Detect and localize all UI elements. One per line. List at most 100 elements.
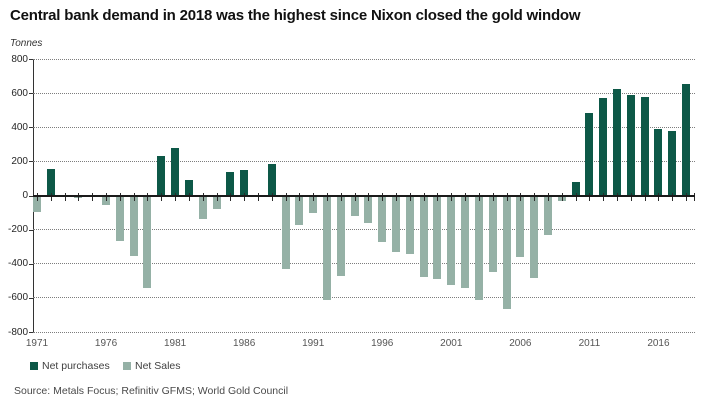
plot-area — [33, 58, 695, 333]
bar-1994-net-sales — [350, 195, 359, 216]
x-tick-1979 — [147, 192, 149, 201]
net-sales-swatch-icon — [123, 362, 131, 370]
zero-axis-line — [33, 194, 695, 197]
net-purchases-swatch-icon — [30, 362, 38, 370]
x-tick-2008 — [547, 192, 549, 201]
x-tick-1982 — [188, 192, 190, 201]
x-tick-1972 — [50, 192, 52, 201]
x-tick-1997 — [396, 192, 398, 201]
x-tick-1981 — [175, 192, 177, 201]
source-note: Source: Metals Focus; Refinitiv GFMS; Wo… — [14, 385, 289, 397]
bar-2010-net-purchases — [571, 181, 580, 196]
y-axis-label-600: 600 — [11, 87, 28, 99]
bar-1990-net-sales — [295, 195, 304, 226]
bar-1971-net-sales — [33, 195, 41, 212]
bar-2013-net-purchases — [613, 88, 622, 196]
x-tick-2004 — [492, 192, 494, 201]
x-tick-1976 — [106, 192, 108, 201]
x-tick-1983 — [202, 192, 204, 201]
x-tick-2006 — [520, 192, 522, 201]
x-tick-2017 — [672, 192, 674, 201]
x-tick-1986 — [244, 192, 246, 201]
chart-title: Central bank demand in 2018 was the high… — [10, 7, 581, 24]
y-axis-label-0: 0 — [22, 190, 28, 201]
x-tick-1974 — [78, 192, 80, 201]
y-axis-label-800: 800 — [11, 53, 28, 65]
x-tick-2015 — [644, 192, 646, 201]
bar-2006-net-sales — [516, 195, 525, 257]
bar-2015-net-purchases — [640, 96, 649, 196]
y-tick--200 — [29, 229, 33, 231]
x-axis-label-2011: 2011 — [578, 338, 601, 349]
bar-2008-net-sales — [543, 195, 552, 236]
x-tick-1999 — [423, 192, 425, 201]
y-tick--800 — [29, 332, 33, 333]
x-axis-label-1976: 1976 — [94, 338, 118, 349]
x-axis-label-1971: 1971 — [25, 338, 49, 349]
x-tick-1978 — [133, 192, 135, 201]
y-axis-label-400: 400 — [11, 121, 28, 133]
y-tick-800 — [29, 59, 33, 60]
gridline--400 — [33, 263, 695, 265]
x-tick-1984 — [216, 192, 218, 201]
bar-1988-net-purchases — [267, 164, 276, 196]
bar-1977-net-sales — [115, 195, 124, 241]
x-tick-1975 — [92, 192, 94, 201]
bar-2016-net-purchases — [654, 128, 663, 196]
bar-1999-net-sales — [419, 195, 428, 277]
bar-1998-net-sales — [405, 195, 414, 255]
bar-2012-net-purchases — [599, 98, 608, 196]
x-tick-2014 — [630, 192, 632, 201]
y-axis-label--600: -600 — [7, 292, 28, 304]
bar-2011-net-purchases — [585, 113, 594, 196]
y-axis-label--400: -400 — [7, 258, 28, 270]
legend-net-sales-label: Net Sales — [135, 360, 181, 372]
bar-2003-net-sales — [474, 195, 483, 301]
bar-1981-net-purchases — [171, 148, 180, 196]
x-tick-2011 — [589, 192, 591, 201]
bar-1978-net-sales — [129, 195, 138, 257]
bar-1972-net-purchases — [46, 169, 55, 196]
x-axis-label-2016: 2016 — [647, 338, 670, 349]
x-tick-1998 — [409, 192, 411, 201]
x-tick-2016 — [658, 192, 660, 201]
bar-1989-net-sales — [281, 195, 290, 269]
bar-1991-net-sales — [309, 195, 318, 214]
bar-2005-net-sales — [502, 195, 511, 309]
bar-1982-net-purchases — [184, 180, 193, 196]
gridline--600 — [33, 297, 695, 299]
gridline--200 — [33, 229, 695, 231]
x-tick-2007 — [534, 192, 536, 201]
bar-2000-net-sales — [433, 195, 442, 280]
x-tick-1992 — [327, 192, 328, 201]
x-axis-label-1981: 1981 — [163, 338, 187, 349]
bar-2007-net-sales — [530, 195, 539, 279]
y-axis-label--800: -800 — [7, 326, 28, 338]
y-tick--400 — [29, 263, 33, 265]
bar-1986-net-purchases — [240, 170, 249, 196]
y-tick-400 — [29, 127, 33, 129]
x-tick-2001 — [451, 192, 453, 201]
bar-1984-net-sales — [212, 195, 221, 210]
x-tick-2009 — [561, 192, 563, 201]
gridline-600 — [33, 92, 695, 94]
y-axis-unit-label: Tonnes — [10, 38, 43, 49]
y-tick-200 — [29, 161, 33, 163]
x-tick-1990 — [299, 192, 301, 201]
x-tick-1996 — [382, 192, 384, 201]
bar-2014-net-purchases — [626, 95, 635, 196]
x-tick-1980 — [161, 192, 163, 201]
x-tick-1988 — [271, 192, 273, 201]
bar-1996-net-sales — [378, 195, 387, 243]
bar-2018-net-purchases — [682, 83, 691, 196]
x-axis-label-1986: 1986 — [233, 338, 256, 349]
x-tick-1989 — [285, 192, 287, 201]
y-axis-label-200: 200 — [11, 155, 28, 167]
bar-2017-net-purchases — [668, 131, 677, 196]
x-tick-1993 — [340, 192, 342, 201]
y-tick-0 — [29, 195, 33, 197]
x-tick-1991 — [313, 192, 315, 201]
bar-2002-net-sales — [461, 195, 470, 289]
bar-1995-net-sales — [364, 195, 373, 223]
